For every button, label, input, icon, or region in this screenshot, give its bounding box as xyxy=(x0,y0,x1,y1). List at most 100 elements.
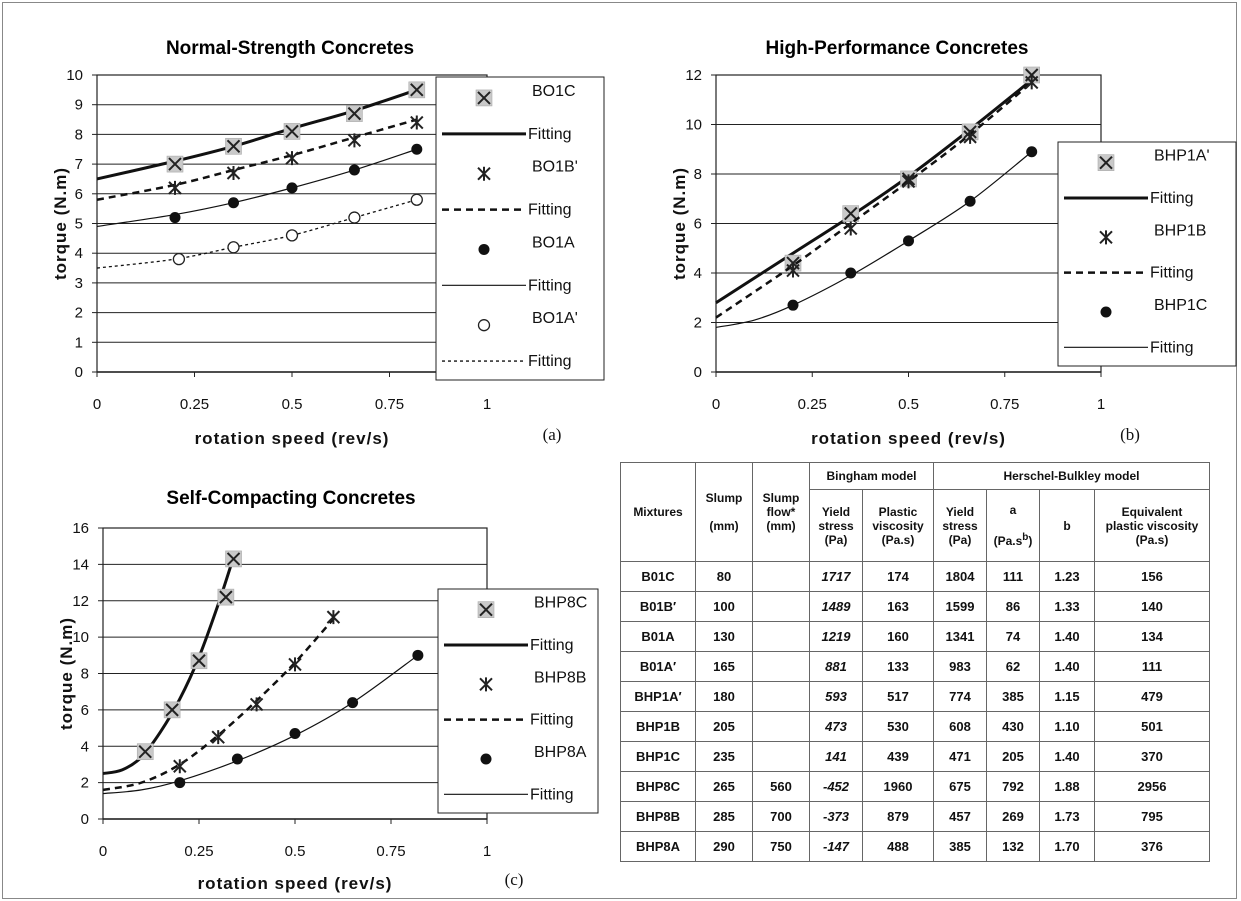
col-eq-1: Equivalent xyxy=(1121,504,1183,519)
table-cell: 795 xyxy=(1094,801,1210,832)
table-cell xyxy=(752,741,810,772)
data-point xyxy=(285,229,299,242)
legend-marker xyxy=(1099,155,1113,170)
y-tick-label: 8 xyxy=(75,126,83,143)
table-cell: BHP1A′ xyxy=(620,681,696,712)
y-tick-label: 0 xyxy=(75,364,83,381)
data-point xyxy=(228,197,239,209)
table-cell: 74 xyxy=(986,621,1040,652)
y-tick-label: 12 xyxy=(685,67,702,84)
data-point xyxy=(226,166,241,181)
table-cell: 156 xyxy=(1094,561,1210,592)
data-point xyxy=(169,212,181,224)
table-cell: 1.33 xyxy=(1039,591,1095,622)
legend-label: BHP1B xyxy=(1154,222,1206,239)
table-cell: 560 xyxy=(752,771,810,802)
table-cell: 1960 xyxy=(862,771,934,802)
col-bys-3: (Pa) xyxy=(824,532,848,547)
table-cell: 111 xyxy=(1094,651,1210,682)
table-cell: 983 xyxy=(933,651,987,682)
table-cell: 471 xyxy=(933,741,987,772)
table-cell: 1717 xyxy=(809,561,863,592)
x-tick-label: 0.5 xyxy=(282,396,303,413)
x-tick-label: 0 xyxy=(93,396,101,413)
table-cell xyxy=(752,591,810,622)
y-tick-label: 1 xyxy=(75,334,83,351)
table-row: BHP8A 290 750 -147 488 385 132 1.70 376 xyxy=(620,831,1210,862)
data-point xyxy=(138,744,152,759)
legend-label: BO1B' xyxy=(532,159,578,176)
y-axis-label: torque (N.m) xyxy=(51,167,70,280)
table-cell: 376 xyxy=(1094,831,1210,862)
table-cell: 473 xyxy=(809,711,863,742)
col-b-label: b xyxy=(1063,518,1071,533)
legend-box xyxy=(1057,141,1237,367)
data-point xyxy=(347,697,359,709)
legend-marker xyxy=(480,753,492,765)
y-tick-label: 6 xyxy=(75,186,83,203)
table-cell xyxy=(752,711,810,742)
y-tick-label: 10 xyxy=(72,629,89,646)
y-tick-label: 10 xyxy=(66,67,83,84)
data-point xyxy=(963,129,977,144)
data-point xyxy=(844,221,858,236)
col-a-unit-close: ) xyxy=(1028,534,1033,548)
legend-label: BO1A' xyxy=(532,310,578,327)
data-point xyxy=(227,241,240,254)
data-point xyxy=(286,182,298,194)
legend-label: BHP8A xyxy=(534,744,587,761)
y-axis-label: torque (N.m) xyxy=(57,617,76,730)
table-row: B01B′ 100 1489 163 1599 86 1.33 140 xyxy=(620,591,1210,622)
legend-marker xyxy=(477,91,491,105)
data-point xyxy=(326,610,341,625)
col-bingham-yield: Yield stress (Pa) xyxy=(809,489,863,562)
table-cell: 141 xyxy=(809,741,863,772)
rheology-table: Mixtures Slump (mm) Slump flow* (mm) Bin… xyxy=(620,462,1210,862)
col-slump: Slump (mm) xyxy=(695,462,753,562)
data-point xyxy=(412,649,424,661)
legend-label: Fitting xyxy=(530,637,574,654)
data-point xyxy=(1024,75,1039,90)
col-pv-2: viscosity xyxy=(872,518,924,533)
col-hb-yield: Yield stress (Pa) xyxy=(933,489,987,562)
table-cell: 1.73 xyxy=(1039,801,1095,832)
table-cell: 180 xyxy=(695,681,753,712)
legend-label: Fitting xyxy=(530,786,574,803)
col-slump-flow: Slump flow* (mm) xyxy=(752,462,810,562)
legend-box xyxy=(435,76,605,381)
table-cell: 1804 xyxy=(933,561,987,592)
table-cell: 130 xyxy=(695,621,753,652)
table-cell: 750 xyxy=(752,831,810,862)
col-slump-label: Slump xyxy=(705,491,743,505)
y-tick-label: 2 xyxy=(81,775,89,792)
legend-marker xyxy=(477,166,491,181)
table-cell: -373 xyxy=(809,801,863,832)
table-cell: BHP8B xyxy=(620,801,696,832)
y-tick-label: 4 xyxy=(81,738,89,755)
table-cell: 205 xyxy=(986,741,1040,772)
y-tick-label: 12 xyxy=(72,593,89,610)
data-point xyxy=(231,753,243,765)
table-cell: -452 xyxy=(809,771,863,802)
table-cell: BHP8C xyxy=(620,771,696,802)
y-axis-label: torque (N.m) xyxy=(670,167,689,280)
fit-line xyxy=(102,654,419,795)
table-cell: 1.15 xyxy=(1039,681,1095,712)
y-tick-label: 2 xyxy=(694,315,702,332)
y-tick-label: 14 xyxy=(72,556,89,573)
x-tick-label: 0 xyxy=(99,843,107,860)
data-point xyxy=(787,299,799,311)
y-tick-label: 4 xyxy=(694,265,702,282)
data-point xyxy=(219,590,233,604)
fit-line xyxy=(96,88,418,181)
table-cell: B01B′ xyxy=(620,591,696,622)
y-tick-label: 16 xyxy=(72,520,89,537)
col-a-unit-sup: b xyxy=(1022,532,1029,543)
data-point xyxy=(410,193,423,206)
panel-label: (b) xyxy=(1120,425,1140,444)
table-cell: 608 xyxy=(933,711,987,742)
chart-title: Self-Compacting Concretes xyxy=(166,488,415,509)
table-cell: 140 xyxy=(1094,591,1210,622)
